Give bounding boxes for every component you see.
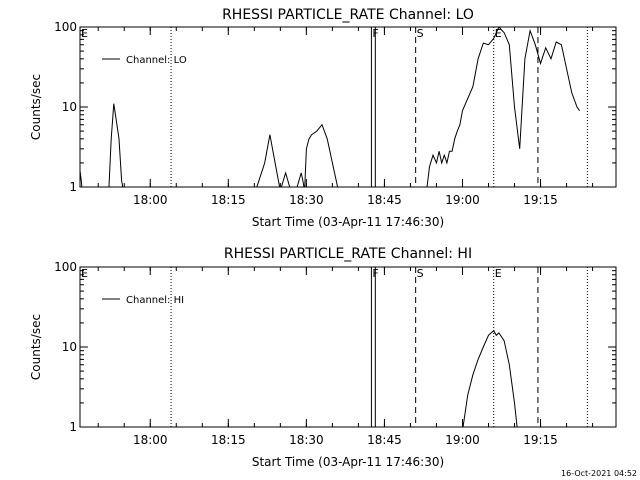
x-tick-label: 19:00	[445, 433, 480, 447]
event-marker-label: E	[81, 267, 88, 280]
x-tick-label: 18:00	[133, 193, 168, 207]
chart-title: RHESSI PARTICLE_RATE Channel: LO	[222, 7, 474, 23]
y-tick-label: 1	[69, 420, 77, 434]
x-tick-label: 18:15	[211, 193, 246, 207]
plot-frame	[79, 26, 617, 188]
x-tick-label: 18:15	[211, 433, 246, 447]
y-tick-label: 100	[54, 20, 77, 34]
y-tick-label: 1	[69, 180, 77, 194]
event-marker-label: S	[417, 267, 424, 280]
x-tick-label: 19:15	[523, 433, 558, 447]
x-axis-label: Start Time (03-Apr-11 17:46:30)	[252, 455, 444, 469]
timestamp: 16-Oct-2021 04:52	[561, 469, 637, 478]
x-tick-label: 18:30	[289, 193, 324, 207]
x-tick-label: 19:00	[445, 193, 480, 207]
y-tick-label: 10	[62, 340, 77, 354]
x-axis-label: Start Time (03-Apr-11 17:46:30)	[252, 215, 444, 229]
x-tick-label: 18:00	[133, 433, 168, 447]
chart-title: RHESSI PARTICLE_RATE Channel: HI	[224, 246, 472, 262]
event-marker-label: E	[495, 267, 502, 280]
series-line	[462, 329, 518, 427]
y-tick-label: 10	[62, 100, 77, 114]
x-tick-label: 19:15	[523, 193, 558, 207]
x-tick-label: 18:30	[289, 433, 324, 447]
event-marker-label: E	[495, 27, 502, 40]
legend-label: Channel: LO	[126, 55, 187, 66]
x-tick-label: 18:45	[367, 433, 402, 447]
y-tick-label: 100	[54, 260, 77, 274]
event-marker-label: S	[417, 27, 424, 40]
x-tick-label: 18:45	[367, 193, 402, 207]
plot-frame	[79, 266, 617, 428]
series-line	[80, 27, 581, 187]
event-marker-label: E	[81, 27, 88, 40]
y-axis-label: Counts/sec	[29, 74, 43, 140]
y-axis-label: Counts/sec	[29, 314, 43, 380]
event-marker-label: F	[372, 27, 378, 40]
legend-label: Channel: HI	[126, 295, 184, 306]
event-marker-label: F	[372, 267, 378, 280]
